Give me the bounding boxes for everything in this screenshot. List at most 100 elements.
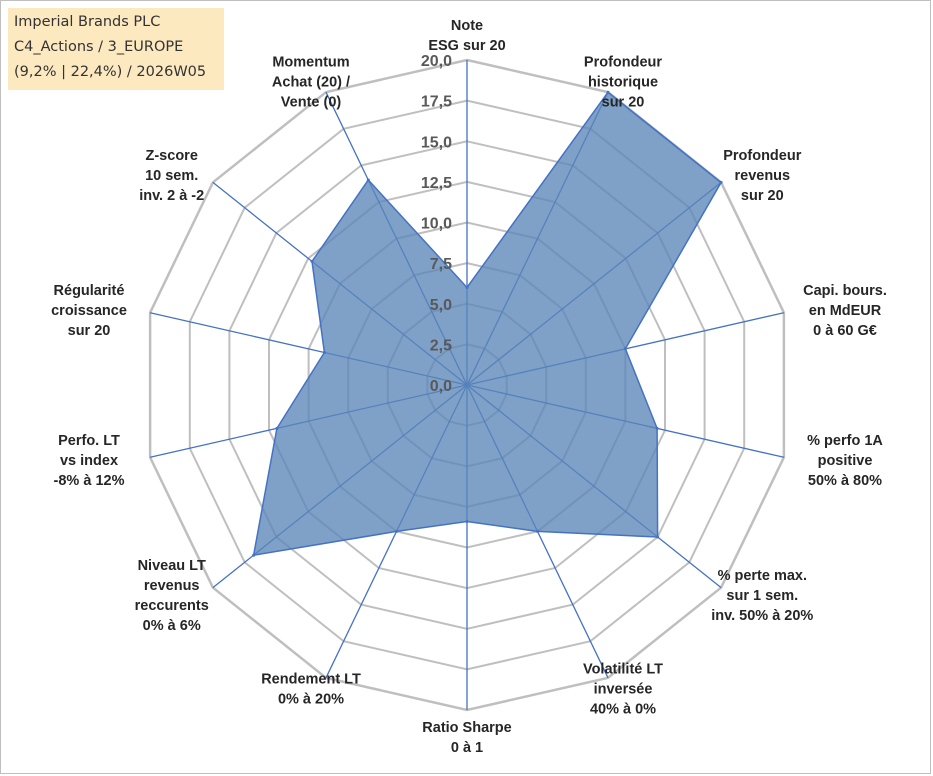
info-category: C4_Actions / 3_EUROPE [14,39,184,55]
tick-label: 15,0 [421,134,452,151]
axis-label-line: sur 20 [68,323,111,339]
series-point-5 [655,426,659,430]
tick-label: 7,5 [430,256,452,273]
axis-label-line: en MdEUR [809,303,882,319]
axis-label-line: revenus [734,168,790,184]
series-point-10 [252,553,256,557]
axis-label-line: Vente (0) [281,94,342,110]
series-point-8 [465,520,469,523]
axis-label-10: Niveau LT revenus reccurents 0% à 6% [135,558,209,634]
axis-label-line: Profondeur [584,54,662,70]
axis-label-5: % perfo 1A positive 50% à 80% [807,433,883,489]
axis-label-line: 0% à 6% [143,618,201,634]
axis-label-line: historique [588,74,658,90]
axis-label-text: Niveau LT revenus reccurents 0% à 6% [135,558,209,634]
info-box: Imperial Brands PLC C4_Actions / 3_EUROP… [8,8,224,90]
axis-label-text: Z-score 10 sem. inv. 2 à -2 [139,148,204,204]
radar-tick-labels: 0,0 2,5 5,0 7,5 10,0 12,5 15,0 17,5 20,0 [421,53,452,395]
series-point-9 [395,529,398,533]
series-point-4 [623,347,627,351]
axis-label-text: Profondeur historique sur 20 [584,54,662,110]
axis-label-8: Ratio Sharpe 0 à 1 [422,720,511,756]
axis-label-1: Note ESG sur 20 [428,18,505,54]
info-performance: (9,2% | 22,4%) / 2026W05 [14,64,207,80]
axis-label-14: Momentum Achat (20) / Vente (0) [272,54,350,110]
axis-label-text: % perfo 1A positive 50% à 80% [807,433,883,489]
axis-label-line: croissance [51,303,127,319]
axis-label-text: % perte max. sur 1 sem. inv. 50% à 20% [711,568,813,624]
axis-label-text: Profondeur revenus sur 20 [723,148,801,204]
axis-label-text: Régularité croissance sur 20 [51,283,127,339]
tick-label: 12,5 [421,175,452,192]
axis-label-line: Momentum [272,54,349,70]
axis-label-6: % perte max. sur 1 sem. inv. 50% à 20% [711,568,813,624]
axis-label-line: 50% à 80% [808,473,882,489]
axis-label-line: Profondeur [723,148,801,164]
series-point-7 [536,529,539,533]
axis-label-line: Rendement LT [261,672,361,688]
axis-label-line: 0% à 20% [278,692,344,708]
axis-label-text: Capi. bours. en MdEUR 0 à 60 G€ [803,283,887,339]
axis-label-line: revenus [144,578,200,594]
info-company: Imperial Brands PLC [14,14,161,30]
axis-label-line: inv. 50% à 20% [711,608,813,624]
axis-label-line: ESG sur 20 [428,38,505,54]
radar-series [252,90,723,557]
axis-label-line: sur 20 [602,94,645,110]
tick-label: 10,0 [421,216,452,233]
axis-label-line: Note [451,18,483,34]
axis-label-line: vs index [60,453,118,469]
axis-label-line: reccurents [135,598,209,614]
axis-label-line: inv. 2 à -2 [139,188,204,204]
tick-label: 2,5 [430,337,452,354]
axis-label-line: positive [818,453,873,469]
axis-label-line: Capi. bours. [803,283,887,299]
series-point-6 [656,535,660,539]
series-point-11 [275,426,279,430]
tick-label: 0,0 [430,378,452,395]
axis-label-line: 10 sem. [145,168,198,184]
axis-label-line: sur 20 [741,188,784,204]
axis-label-line: Régularité [54,283,125,299]
tick-label: 5,0 [430,297,452,314]
axis-label-12: Régularité croissance sur 20 [51,283,127,339]
axis-label-line: 0 à 1 [451,740,483,756]
series-area [252,91,723,557]
axis-label-line: sur 1 sem. [726,588,798,604]
axis-label-text: Rendement LT 0% à 20% [261,672,361,708]
tick-label: 20,0 [421,53,452,70]
axis-label-line: Volatilité LT [583,662,663,678]
series-point-3 [719,180,723,184]
axis-label-line: 0 à 60 G€ [813,323,877,339]
axis-label-line: % perfo 1A [807,433,883,449]
axis-label-line: inversée [594,682,653,698]
tick-label: 17,5 [421,94,452,111]
axis-label-text: Ratio Sharpe 0 à 1 [422,720,511,756]
axis-label-line: % perte max. [718,568,807,584]
axis-label-7: Volatilité LT inversée 40% à 0% [583,662,663,718]
axis-label-line: -8% à 12% [54,473,125,489]
axis-label-line: Perfo. LT [58,433,120,449]
axis-label-line: Ratio Sharpe [422,720,511,736]
series-point-14 [366,178,370,182]
axis-label-text: Perfo. LT vs index -8% à 12% [54,433,125,489]
axis-label-text: Momentum Achat (20) / Vente (0) [272,54,350,110]
radar-axis-labels: Note ESG sur 20 Profondeur historique sur 20… [51,18,887,756]
series-point-2 [606,90,610,94]
axis-label-4: Capi. bours. en MdEUR 0 à 60 G€ [803,283,887,339]
axis-label-2: Profondeur historique sur 20 [584,54,662,110]
axis-label-line: Achat (20) / [272,74,350,90]
axis-label-9: Rendement LT 0% à 20% [261,672,361,708]
axis-label-line: Z-score [146,148,198,164]
axis-label-11: Perfo. LT vs index -8% à 12% [54,433,125,489]
axis-label-13: Z-score 10 sem. inv. 2 à -2 [139,148,204,204]
axis-label-line: Niveau LT [138,558,206,574]
axis-label-line: 40% à 0% [590,702,656,718]
series-point-13 [310,259,314,263]
series-point-12 [322,351,326,354]
series-point-1 [465,286,469,289]
axis-label-3: Profondeur revenus sur 20 [723,148,801,204]
axis-label-text: Volatilité LT inversée 40% à 0% [583,662,663,718]
